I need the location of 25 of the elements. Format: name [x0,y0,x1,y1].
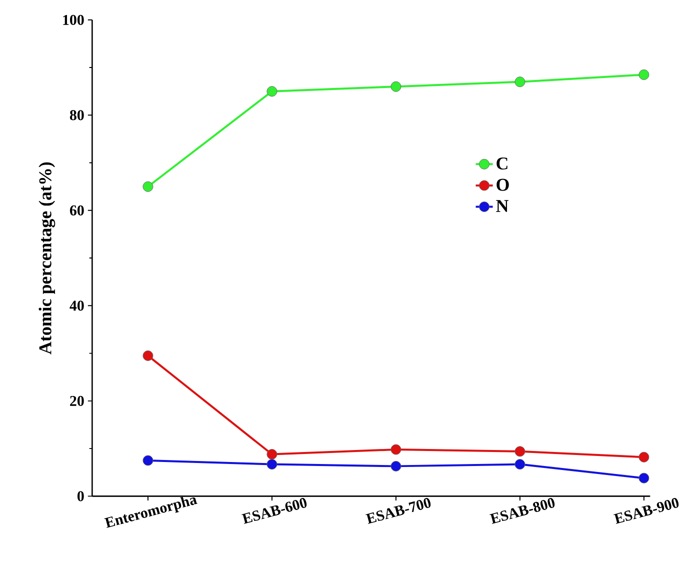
legend-label: O [496,178,509,191]
point [266,459,278,470]
point [142,181,154,192]
y-tick-label: 40 [70,300,84,311]
point [638,472,650,484]
point [142,350,154,361]
point [266,86,278,97]
y-tick-label: 80 [70,110,84,120]
y-axis-title: Atomic percentage (at%) [38,162,56,354]
y-tick-label: 100 [63,14,84,25]
point [638,452,650,462]
legend-label: C [496,157,508,170]
legend-label: N [496,200,508,212]
point [266,449,278,460]
point [514,459,526,470]
point [514,76,526,88]
point [390,81,402,92]
point [638,69,650,80]
point [390,460,402,472]
y-tick-label: 0 [77,491,84,502]
y-tick-label: 60 [70,205,84,216]
point [390,444,402,455]
y-tick-label: 20 [70,396,84,406]
point [514,446,526,457]
point [142,455,154,466]
